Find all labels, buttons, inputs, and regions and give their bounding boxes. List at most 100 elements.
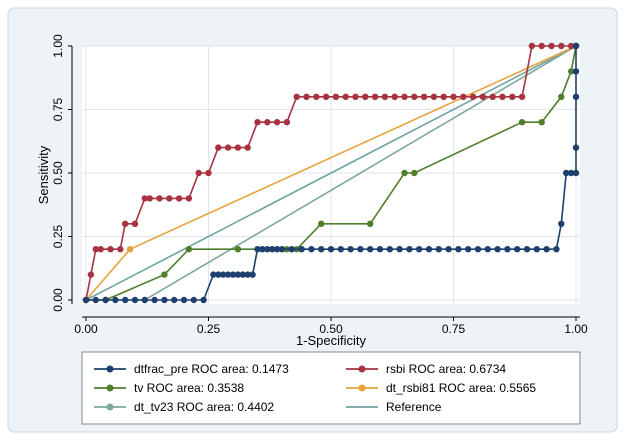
legend-entry: rsbi ROC area: 0.6734: [346, 362, 506, 376]
data-point: [171, 296, 178, 304]
data-point: [489, 93, 496, 101]
legend-swatch-marker: [106, 365, 114, 373]
data-point: [509, 93, 516, 101]
x-tick-label: 0.75: [442, 322, 466, 336]
data-point: [254, 119, 261, 126]
legend-swatch-marker: [106, 403, 114, 411]
series-line: [86, 45, 577, 301]
data-point: [357, 246, 364, 253]
data-point: [548, 42, 555, 50]
data-point: [347, 246, 354, 253]
data-point: [195, 169, 202, 177]
data-point: [141, 296, 148, 304]
data-point: [249, 271, 256, 278]
data-point: [141, 195, 148, 202]
data-point: [572, 68, 580, 75]
data-point: [411, 93, 418, 101]
y-axis-label: Sensitivity: [36, 145, 51, 204]
data-point: [401, 169, 408, 177]
data-point: [572, 169, 580, 177]
x-axis-label: 1-Specificity: [296, 333, 367, 348]
data-point: [567, 169, 575, 177]
legend-box: [81, 351, 581, 425]
data-point: [234, 271, 242, 278]
data-point: [82, 296, 90, 304]
legend-label: rsbi ROC area: 0.6734: [386, 362, 506, 376]
data-point: [523, 246, 531, 253]
data-point: [518, 119, 526, 126]
series-5: [85, 45, 577, 301]
data-point: [234, 144, 242, 151]
data-point: [406, 246, 413, 253]
legend-label: dt_rsbi81 ROC area: 0.5565: [386, 381, 536, 395]
data-point: [371, 93, 379, 101]
data-point: [465, 246, 472, 253]
data-point: [362, 93, 369, 101]
data-point: [514, 246, 521, 253]
data-point: [131, 220, 139, 227]
data-point: [293, 93, 300, 101]
data-point: [215, 271, 222, 278]
legend-label: dt_tv23 ROC area: 0.4402: [134, 400, 274, 414]
legend-entry: dtfrac_pre ROC area: 0.1473: [94, 362, 289, 376]
data-point: [112, 296, 119, 304]
data-point: [430, 93, 438, 101]
data-point: [224, 144, 232, 151]
data-point: [180, 296, 188, 304]
data-point: [156, 195, 163, 202]
data-point: [518, 93, 526, 101]
data-point: [151, 296, 158, 304]
data-point: [445, 246, 452, 253]
data-point: [327, 246, 335, 253]
legend-entry: dt_rsbi81 ROC area: 0.5565: [346, 381, 536, 395]
series-line: [85, 45, 577, 301]
data-point: [558, 42, 565, 50]
legend-entry: Reference: [346, 400, 442, 414]
data-point: [563, 169, 570, 177]
data-point: [185, 246, 193, 253]
data-point: [543, 246, 550, 253]
data-point: [420, 93, 428, 101]
legend: dtfrac_pre ROC area: 0.1473 rsbi ROC area…: [81, 351, 581, 425]
y-tick-label: 1.00: [51, 34, 65, 58]
x-tick-label: 1.00: [564, 322, 588, 336]
data-point: [273, 246, 281, 253]
data-point: [322, 93, 330, 101]
axes: [68, 45, 580, 321]
data-point: [166, 195, 173, 202]
data-point: [318, 246, 325, 253]
data-point: [504, 246, 511, 253]
data-point: [538, 119, 545, 126]
legend-label: dtfrac_pre ROC area: 0.1473: [134, 362, 289, 376]
data-point: [278, 246, 286, 253]
data-point: [175, 195, 183, 202]
y-tick-label: 0.00: [51, 288, 65, 312]
data-point: [367, 246, 374, 253]
data-point: [107, 246, 114, 253]
data-point: [220, 271, 227, 278]
data-point: [337, 246, 344, 253]
data-point: [396, 246, 403, 253]
data-point: [381, 93, 389, 101]
data-point: [131, 296, 139, 304]
data-point: [469, 93, 477, 101]
data-point: [352, 93, 359, 101]
data-point: [367, 220, 374, 227]
data-point: [92, 296, 100, 304]
data-point: [92, 246, 100, 253]
legend-label: tv ROC area: 0.3538: [134, 381, 244, 395]
data-point: [425, 246, 433, 253]
data-point: [479, 93, 487, 101]
legend-swatch-marker: [358, 365, 366, 373]
data-point: [234, 246, 242, 253]
data-point: [273, 119, 281, 126]
data-point: [567, 68, 575, 75]
data-point: [558, 220, 565, 227]
data-point: [224, 271, 232, 278]
data-point: [455, 246, 462, 253]
data-point: [332, 93, 340, 101]
data-point: [572, 93, 580, 101]
y-tick-labels: 0.00 0.25 0.50 0.75 1.00: [51, 34, 65, 312]
